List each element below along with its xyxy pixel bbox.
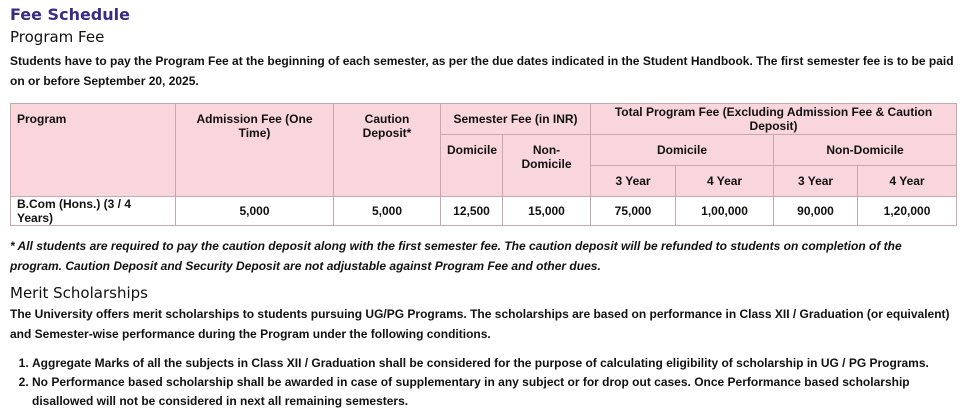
cell-sem-domicile: 12,500 xyxy=(440,196,503,226)
cell-non-3: 90,000 xyxy=(773,196,859,226)
header-non-4-year: 4 Year xyxy=(857,165,958,197)
header-program: Program xyxy=(10,103,176,197)
cell-dom-4: 1,00,000 xyxy=(675,196,775,226)
cell-non-4: 1,20,000 xyxy=(857,196,958,226)
header-dom-3-year: 3 Year xyxy=(590,165,677,197)
program-fee-heading: Program Fee xyxy=(10,28,105,46)
caution-note: * All students are required to pay the c… xyxy=(10,239,902,273)
header-total-domicile: Domicile xyxy=(590,134,775,166)
page-title: Fee Schedule xyxy=(10,5,130,24)
merit-intro: The University offers merit scholarships… xyxy=(10,307,950,341)
header-semester-fee: Semester Fee (in INR) xyxy=(439,103,592,135)
cell-program: B.Com (Hons.) (3 / 4 Years) xyxy=(10,196,176,226)
cell-caution: 5,000 xyxy=(333,196,441,226)
header-sem-domicile: Domicile xyxy=(440,134,503,197)
program-fee-intro: Students have to pay the Program Fee at … xyxy=(10,54,954,88)
list-item: Aggregate Marks of all the subjects in C… xyxy=(32,354,954,373)
cell-sem-non-domicile: 15,000 xyxy=(501,196,592,226)
header-total-non-domicile: Non-Domicile xyxy=(773,134,958,166)
fee-table: Program Admission Fee (One Time) Caution… xyxy=(10,103,958,226)
header-admission-fee: Admission Fee (One Time) xyxy=(175,103,334,197)
cell-dom-3: 75,000 xyxy=(590,196,677,226)
list-item: No Performance based scholarship shall b… xyxy=(32,373,954,411)
header-sem-non-domicile: Non-Domicile xyxy=(501,134,592,197)
header-dom-4-year: 4 Year xyxy=(675,165,775,197)
merit-conditions: Aggregate Marks of all the subjects in C… xyxy=(10,354,954,411)
header-caution-deposit: Caution Deposit* xyxy=(333,103,441,197)
table-row: B.Com (Hons.) (3 / 4 Years) 5,000 5,000 … xyxy=(10,196,958,226)
merit-heading: Merit Scholarships xyxy=(10,284,148,302)
header-non-3-year: 3 Year xyxy=(773,165,859,197)
header-total-fee: Total Program Fee (Excluding Admission F… xyxy=(590,103,958,135)
cell-admission: 5,000 xyxy=(175,196,334,226)
